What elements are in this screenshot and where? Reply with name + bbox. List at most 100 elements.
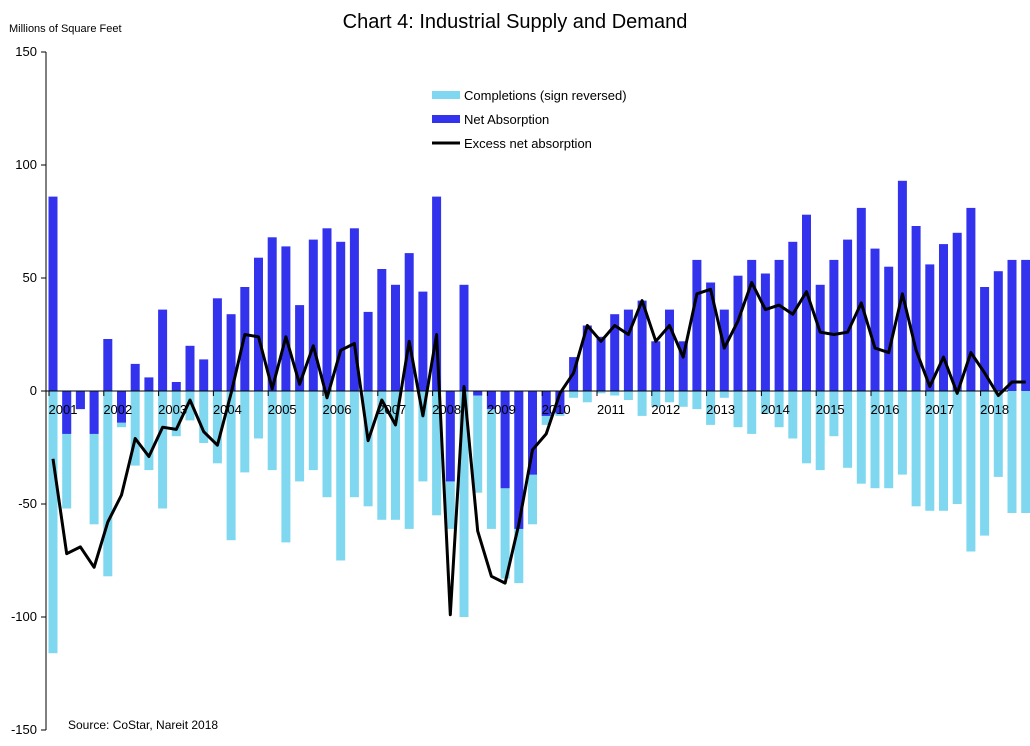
net-absorption-bar <box>48 196 58 391</box>
x-tick-label: 2009 <box>487 402 516 417</box>
completions-bar <box>596 391 606 394</box>
net-absorption-bar <box>747 259 757 391</box>
y-tick-label: 0 <box>30 383 37 398</box>
net-absorption-bar <box>678 341 688 391</box>
net-absorption-bar <box>733 275 743 391</box>
completions-bar <box>637 391 647 416</box>
x-tick-label: 2011 <box>597 402 625 417</box>
net-absorption-bar <box>144 377 154 391</box>
completions-bar <box>665 391 674 403</box>
completions-bar <box>363 391 373 507</box>
completions-bar <box>966 391 976 552</box>
completions-bar <box>843 391 853 468</box>
net-absorption-bar <box>432 196 442 391</box>
net-absorption-bar <box>555 391 565 414</box>
net-absorption-bar <box>993 271 1003 391</box>
net-absorption-bar <box>185 345 195 391</box>
net-absorption-bar <box>199 359 209 391</box>
net-absorption-bar <box>939 244 948 391</box>
completions-bar <box>267 391 277 471</box>
source-note: Source: CoStar, Nareit 2018 <box>68 718 218 732</box>
net-absorption-bar <box>62 391 72 434</box>
chart-title: Chart 4: Industrial Supply and Demand <box>343 11 688 33</box>
completions-bar <box>336 391 346 561</box>
completions-bar <box>651 391 661 407</box>
net-absorption-bar <box>404 253 414 391</box>
y-tick-label: 50 <box>23 270 37 285</box>
completions-bar <box>911 391 921 507</box>
net-absorption-bar <box>377 269 387 391</box>
x-tick-label: 2016 <box>871 402 900 417</box>
y-tick-label: -150 <box>11 722 37 737</box>
net-absorption-bar <box>582 325 592 391</box>
net-absorption-bar <box>802 214 811 391</box>
net-absorption-bar <box>966 207 976 391</box>
legend-label-excess: Excess net absorption <box>464 136 592 151</box>
completions-bar <box>48 391 58 654</box>
net-absorption-bar <box>843 239 853 391</box>
net-absorption-bar <box>665 309 674 391</box>
net-absorption-bar <box>829 259 839 391</box>
y-tick-label: 150 <box>15 44 37 59</box>
net-absorption-bar <box>254 257 263 391</box>
completions-bar <box>884 391 894 489</box>
completions-bar <box>226 391 236 541</box>
net-absorption-bar <box>623 309 633 391</box>
completions-bar <box>733 391 743 428</box>
net-absorption-bar <box>870 248 880 391</box>
net-absorption-bar <box>486 391 496 410</box>
completions-bar <box>1007 391 1017 513</box>
completions-bar <box>980 391 990 536</box>
net-absorption-bar <box>980 287 990 391</box>
net-absorption-bar <box>459 284 469 391</box>
completions-bar <box>199 391 209 443</box>
net-absorption-bar <box>774 259 784 391</box>
completions-bar <box>802 391 811 464</box>
net-absorption-bar <box>212 298 222 391</box>
legend-label-completions: Completions (sign reversed) <box>464 88 627 103</box>
completions-bar <box>925 391 935 511</box>
x-tick-label: 2006 <box>323 402 352 417</box>
completions-bar <box>171 391 181 437</box>
completions-bar <box>240 391 250 473</box>
completions-bar <box>582 391 592 403</box>
completions-bar <box>349 391 359 498</box>
completions-bar <box>130 391 140 466</box>
completions-bar <box>432 391 442 516</box>
y-tick-label: -50 <box>18 496 37 511</box>
net-absorption-bar <box>541 391 551 416</box>
completions-bar <box>473 391 483 493</box>
net-absorption-bar <box>514 391 524 529</box>
completions-bar <box>623 391 633 400</box>
net-absorption-bar <box>363 311 373 391</box>
net-absorption-bar <box>281 246 291 391</box>
net-absorption-bar <box>89 391 99 434</box>
legend-swatch-completions <box>432 91 460 99</box>
x-tick-label: 2017 <box>925 402 954 417</box>
net-absorption-bar <box>103 339 113 391</box>
completions-bar <box>459 391 469 617</box>
excess-net-absorption-line <box>51 281 1026 617</box>
net-absorption-bar <box>158 309 168 391</box>
net-absorption-bar <box>322 228 332 391</box>
x-tick-label: 2001 <box>49 402 78 417</box>
completions-bar <box>254 391 263 439</box>
completions-bar <box>418 391 428 482</box>
net-absorption-bar <box>308 239 318 391</box>
completions-bar <box>308 391 318 471</box>
completions-bar <box>815 391 825 471</box>
y-axis-label: Millions of Square Feet <box>9 23 122 35</box>
completions-bar <box>377 391 387 520</box>
x-tick-label: 2005 <box>268 402 297 417</box>
completions-bar <box>404 391 414 529</box>
net-absorption-bar <box>706 282 716 391</box>
completions-bar <box>1021 391 1030 513</box>
completions-bar <box>158 391 168 509</box>
completions-bar <box>692 391 702 410</box>
completions-bar <box>391 391 400 520</box>
completions-bar <box>719 391 729 398</box>
x-axis-year-labels: 2001 2002 2003 2004 2005 2006 2007 2008 2009 2010… <box>48 391 1009 417</box>
net-absorption-bar <box>130 363 140 391</box>
net-absorption-bar <box>336 241 346 391</box>
